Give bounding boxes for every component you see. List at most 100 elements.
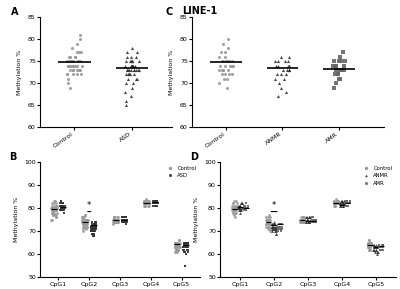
Point	[154, 203, 160, 208]
Point	[136, 59, 142, 64]
Point	[74, 68, 80, 72]
Point	[264, 220, 271, 224]
Point	[89, 231, 96, 236]
Point	[176, 243, 182, 247]
Point	[312, 220, 318, 224]
Point	[365, 243, 371, 247]
Point	[265, 217, 271, 222]
Point	[367, 247, 374, 252]
Point	[331, 199, 337, 203]
Point	[129, 63, 136, 68]
Point	[341, 199, 347, 203]
Point	[146, 203, 152, 208]
Point	[183, 243, 190, 247]
Point	[123, 217, 129, 222]
Point	[59, 206, 66, 210]
Point	[84, 224, 90, 229]
Point	[276, 227, 282, 231]
Point	[340, 201, 347, 206]
Point	[222, 55, 228, 59]
Point	[52, 213, 58, 217]
Point	[92, 224, 98, 229]
Point	[142, 201, 148, 206]
Point	[172, 240, 178, 245]
Point	[123, 72, 129, 77]
Point	[237, 210, 244, 215]
Point	[174, 247, 180, 252]
Point	[267, 215, 274, 220]
Point	[172, 245, 179, 250]
Point	[120, 217, 126, 222]
Point	[111, 220, 118, 224]
Point	[366, 240, 372, 245]
Point	[61, 208, 68, 213]
Point	[57, 208, 64, 213]
Point	[346, 199, 353, 203]
Point	[218, 50, 224, 55]
Point	[173, 247, 179, 252]
Point	[267, 227, 274, 231]
Point	[123, 99, 129, 103]
Point	[280, 68, 286, 72]
Text: B: B	[10, 151, 17, 162]
Point	[273, 227, 279, 231]
Point	[298, 217, 304, 222]
Text: D: D	[190, 151, 198, 162]
Point	[60, 206, 66, 210]
Point	[366, 247, 372, 252]
Point	[129, 63, 135, 68]
Point	[142, 201, 148, 206]
Point	[236, 206, 242, 210]
Point	[143, 197, 149, 201]
Point	[122, 215, 128, 220]
Point	[344, 203, 351, 208]
Point	[242, 203, 248, 208]
Point	[225, 46, 231, 50]
Point	[91, 222, 98, 227]
Point	[266, 213, 273, 217]
Point	[77, 33, 84, 37]
Point	[300, 220, 306, 224]
Point	[92, 222, 98, 227]
Point	[366, 245, 372, 250]
Point	[272, 227, 278, 231]
Point	[185, 247, 192, 252]
Point	[74, 63, 80, 68]
Point	[92, 222, 99, 227]
Point	[91, 234, 98, 238]
Point	[93, 222, 99, 227]
Point	[77, 37, 83, 42]
Point	[276, 224, 282, 229]
Point	[172, 250, 179, 254]
Point	[313, 217, 319, 222]
Point	[380, 247, 386, 252]
Point	[128, 94, 134, 99]
Point	[84, 220, 90, 224]
Point	[237, 206, 244, 210]
Point	[299, 217, 305, 222]
Point	[64, 81, 71, 86]
Point	[265, 220, 271, 224]
Point	[129, 59, 135, 64]
Point	[229, 203, 236, 208]
Point	[141, 201, 148, 206]
Point	[184, 243, 191, 247]
Point	[267, 222, 273, 227]
Point	[301, 217, 307, 222]
Point	[174, 240, 181, 245]
Point	[58, 208, 64, 213]
Point	[91, 231, 97, 236]
Point	[263, 217, 270, 222]
Point	[337, 77, 343, 81]
Point	[112, 220, 119, 224]
Point	[274, 227, 281, 231]
Point	[50, 206, 57, 210]
Point	[336, 59, 342, 64]
Point	[49, 206, 56, 210]
Point	[269, 224, 275, 229]
Point	[311, 217, 318, 222]
Point	[332, 63, 338, 68]
Point	[275, 59, 281, 64]
Point	[297, 220, 303, 224]
Point	[310, 217, 316, 222]
